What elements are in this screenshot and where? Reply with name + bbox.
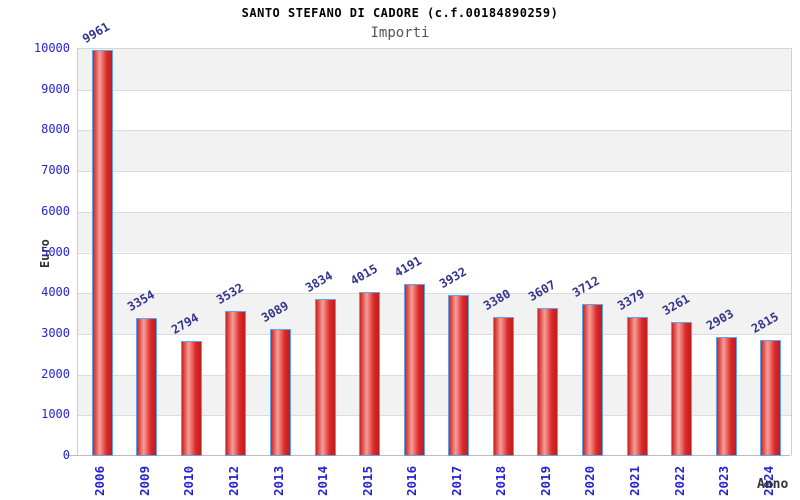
- x-tick-label: 2016: [404, 465, 419, 496]
- plot-band: [78, 171, 791, 212]
- gridline: [78, 415, 791, 417]
- x-tick-label: 2012: [226, 465, 241, 496]
- bar-2013: [270, 329, 291, 456]
- chart-title: SANTO STEFANO DI CADORE (c.f.00184890259…: [241, 6, 559, 20]
- bar-2020: [582, 304, 603, 456]
- y-tick-label: 3000: [41, 326, 70, 340]
- plot-area: [77, 48, 792, 456]
- y-tick-label: 10000: [33, 41, 70, 55]
- bar-2012: [225, 311, 246, 456]
- bar-2018: [493, 317, 514, 456]
- y-tick-label: 7000: [41, 163, 70, 177]
- plot-band: [78, 211, 791, 253]
- gridline: [78, 293, 791, 295]
- gridline: [78, 211, 791, 213]
- plot-band: [78, 49, 791, 90]
- gridline: [78, 252, 791, 254]
- bar-2022: [671, 322, 692, 456]
- y-tick-label: 2000: [41, 367, 70, 381]
- bar-2019: [537, 308, 558, 456]
- x-tick-label: 2019: [538, 465, 553, 496]
- x-tick-label: 2014: [315, 465, 330, 496]
- y-tick-label: 8000: [41, 122, 70, 136]
- x-tick-label: 2020: [582, 465, 597, 496]
- gridline: [78, 171, 791, 173]
- x-tick-label: 2021: [627, 465, 642, 496]
- y-tick-label: 6000: [41, 204, 70, 218]
- chart-subtitle: Importi: [370, 25, 430, 41]
- gridline: [78, 130, 791, 132]
- bar-2016: [404, 284, 425, 456]
- x-axis-line: [65, 455, 790, 456]
- x-tick-label: 2022: [672, 465, 687, 496]
- gridline: [78, 333, 791, 335]
- bar-2010: [181, 341, 202, 456]
- plot-band: [78, 130, 791, 172]
- x-tick-label: 2009: [137, 465, 152, 496]
- y-tick-label: 1000: [41, 407, 70, 421]
- x-tick-label: 2006: [92, 465, 107, 496]
- bar-2017: [448, 295, 469, 456]
- plot-band: [78, 252, 791, 294]
- bar-2015: [359, 292, 380, 456]
- bar-2024: [760, 340, 781, 456]
- x-tick-label: 2018: [493, 465, 508, 496]
- y-tick-label: 5000: [41, 245, 70, 259]
- plot-band: [78, 89, 791, 131]
- gridline: [78, 89, 791, 91]
- x-tick-label: 2010: [181, 465, 196, 496]
- x-tick-label: 2013: [271, 465, 286, 496]
- x-axis-title: Anno: [757, 477, 789, 492]
- bar-2009: [136, 318, 157, 456]
- bar-2023: [716, 337, 737, 456]
- x-tick-label: 2015: [360, 465, 375, 496]
- y-tick-label: 4000: [41, 285, 70, 299]
- y-tick-label: 9000: [41, 82, 70, 96]
- y-tick-label: 0: [62, 448, 70, 462]
- x-tick-label: 2017: [449, 465, 464, 496]
- x-tick-label: 2023: [716, 465, 731, 496]
- bar-2006: [92, 50, 113, 456]
- bar-2014: [315, 299, 336, 456]
- bar-2021: [627, 317, 648, 456]
- gridline: [78, 374, 791, 376]
